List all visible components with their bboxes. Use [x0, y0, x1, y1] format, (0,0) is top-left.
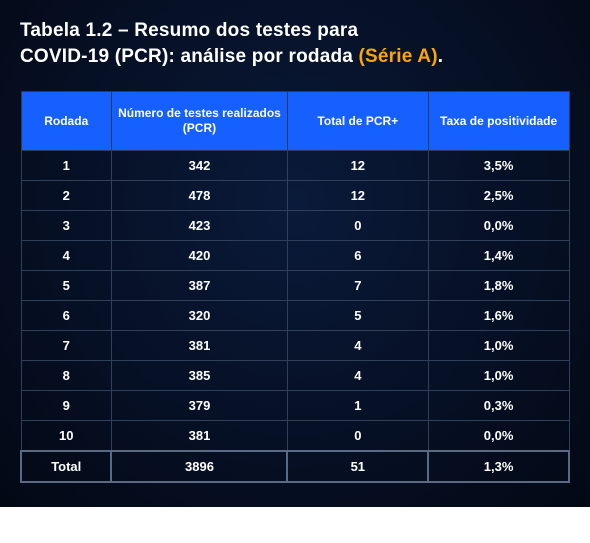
table-cell: 12	[287, 181, 428, 211]
table-cell: 1,4%	[428, 241, 569, 271]
pcr-summary-table: Rodada Número de testes realizados (PCR)…	[20, 91, 570, 483]
table-row: 2478122,5%	[21, 181, 569, 211]
title-prefix: COVID-19 (PCR): análise por rodada	[20, 46, 359, 67]
table-cell: 420	[111, 241, 287, 271]
table-total-row: Total3896511,3%	[21, 451, 569, 482]
table-total-cell: 51	[287, 451, 428, 482]
table-cell: 10	[21, 421, 111, 452]
title-line-2: COVID-19 (PCR): análise por rodada (Séri…	[20, 44, 570, 70]
table-cell: 7	[287, 271, 428, 301]
table-row: 538771,8%	[21, 271, 569, 301]
table-cell: 3	[21, 211, 111, 241]
table-row: 937910,3%	[21, 391, 569, 421]
title-block: Tabela 1.2 – Resumo dos testes para COVI…	[20, 18, 570, 69]
table-cell: 5	[21, 271, 111, 301]
table-total-cell: Total	[21, 451, 111, 482]
table-cell: 2,5%	[428, 181, 569, 211]
table-cell: 6	[21, 301, 111, 331]
table-cell: 0,3%	[428, 391, 569, 421]
table-header-row: Rodada Número de testes realizados (PCR)…	[21, 92, 569, 151]
table-cell: 9	[21, 391, 111, 421]
table-row: 632051,6%	[21, 301, 569, 331]
col-rodada: Rodada	[21, 92, 111, 151]
col-testes: Número de testes realizados (PCR)	[111, 92, 287, 151]
table-row: 838541,0%	[21, 361, 569, 391]
title-suffix: .	[438, 46, 443, 67]
col-taxa: Taxa de positividade	[428, 92, 569, 151]
table-cell: 0,0%	[428, 421, 569, 452]
table-cell: 381	[111, 331, 287, 361]
table-row: 1038100,0%	[21, 421, 569, 452]
col-pcr-positivo: Total de PCR+	[287, 92, 428, 151]
table-cell: 6	[287, 241, 428, 271]
table-cell: 0	[287, 421, 428, 452]
table-cell: 0	[287, 211, 428, 241]
title-series: (Série A)	[359, 46, 438, 67]
table-cell: 8	[21, 361, 111, 391]
table-total-cell: 3896	[111, 451, 287, 482]
table-cell: 5	[287, 301, 428, 331]
table-cell: 423	[111, 211, 287, 241]
table-cell: 1,0%	[428, 331, 569, 361]
table-row: 1342123,5%	[21, 151, 569, 181]
table-cell: 320	[111, 301, 287, 331]
table-cell: 1	[287, 391, 428, 421]
title-line-1: Tabela 1.2 – Resumo dos testes para	[20, 18, 570, 44]
table-body: 1342123,5%2478122,5%342300,0%442061,4%53…	[21, 151, 569, 483]
table-cell: 7	[21, 331, 111, 361]
table-card: Tabela 1.2 – Resumo dos testes para COVI…	[0, 0, 590, 507]
table-cell: 1,0%	[428, 361, 569, 391]
table-row: 442061,4%	[21, 241, 569, 271]
table-cell: 0,0%	[428, 211, 569, 241]
table-cell: 4	[287, 361, 428, 391]
table-row: 342300,0%	[21, 211, 569, 241]
table-cell: 4	[21, 241, 111, 271]
table-cell: 1,8%	[428, 271, 569, 301]
table-cell: 379	[111, 391, 287, 421]
table-cell: 2	[21, 181, 111, 211]
table-cell: 342	[111, 151, 287, 181]
table-cell: 478	[111, 181, 287, 211]
table-cell: 3,5%	[428, 151, 569, 181]
table-cell: 387	[111, 271, 287, 301]
table-cell: 385	[111, 361, 287, 391]
table-cell: 1	[21, 151, 111, 181]
table-cell: 4	[287, 331, 428, 361]
table-total-cell: 1,3%	[428, 451, 569, 482]
table-cell: 381	[111, 421, 287, 452]
table-cell: 1,6%	[428, 301, 569, 331]
table-row: 738141,0%	[21, 331, 569, 361]
table-cell: 12	[287, 151, 428, 181]
